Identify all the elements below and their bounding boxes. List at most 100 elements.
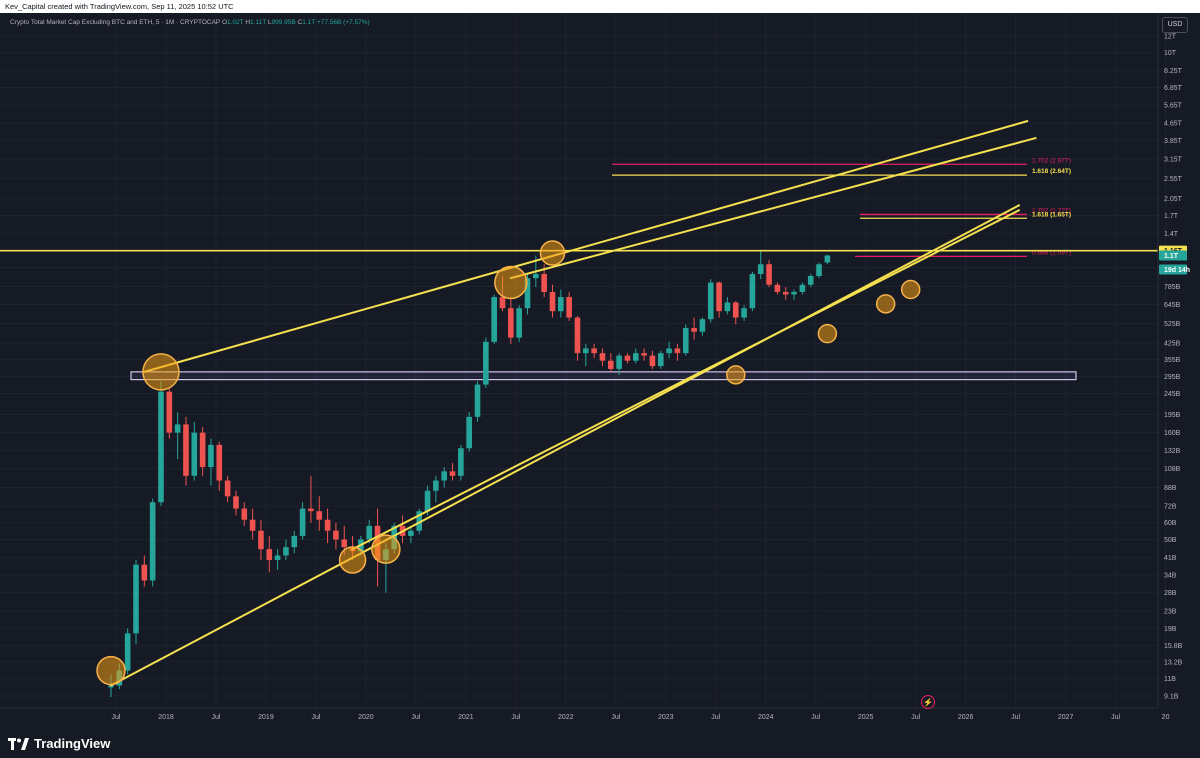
candle-body bbox=[299, 508, 306, 536]
price-tick-label: 1.7T bbox=[1164, 213, 1179, 220]
candle-body bbox=[624, 355, 631, 361]
candle-body bbox=[583, 348, 589, 354]
low-value: 999.95B bbox=[271, 19, 296, 26]
candle-body bbox=[608, 360, 614, 369]
candle-body bbox=[499, 297, 506, 309]
candle-body bbox=[774, 284, 781, 292]
touch-circle bbox=[494, 265, 528, 300]
candle-body bbox=[799, 284, 806, 292]
candle-body bbox=[208, 444, 214, 468]
price-tick-label: 60B bbox=[1164, 520, 1177, 527]
candle-body bbox=[424, 490, 431, 512]
time-tick-label: Jul bbox=[611, 714, 620, 721]
candle-body bbox=[649, 355, 656, 367]
price-tick-label: 160B bbox=[1164, 430, 1181, 437]
candle-body bbox=[782, 291, 789, 295]
candle-body bbox=[333, 530, 339, 540]
price-tick-label: 50B bbox=[1164, 537, 1177, 544]
candle-body bbox=[558, 297, 564, 312]
candle-body bbox=[716, 282, 722, 312]
price-tick-label: 19B bbox=[1164, 626, 1177, 633]
fib-label: 0.886 (1.09T) bbox=[1032, 249, 1071, 256]
candle-body bbox=[749, 273, 756, 309]
trendline bbox=[351, 209, 1020, 551]
price-tick-label: 15.8B bbox=[1164, 643, 1183, 650]
candle-body bbox=[266, 549, 273, 560]
candle-body bbox=[441, 471, 447, 481]
price-tick-label: 2.05T bbox=[1164, 196, 1183, 203]
candle-body bbox=[449, 471, 456, 476]
candle-body bbox=[249, 519, 256, 531]
price-tick-label: 425B bbox=[1164, 340, 1181, 347]
price-label-text: 1.1T bbox=[1164, 253, 1179, 260]
candle-body bbox=[149, 502, 156, 581]
price-tick-label: 10T bbox=[1164, 50, 1177, 57]
change-value: +77.56B (+7.57%) bbox=[316, 19, 370, 26]
price-tick-label: 1.4T bbox=[1164, 231, 1179, 238]
candle-body bbox=[699, 319, 706, 332]
fib-label: 1.618 (2.64T) bbox=[1032, 168, 1071, 175]
symbol-title[interactable]: Crypto Total Market Cap Excluding BTC an… bbox=[10, 19, 221, 26]
fib-levels: 1.702 (2.97T) 1.618 (2.64T) 1.702 (1.72T)1… bbox=[0, 157, 1158, 258]
trendline bbox=[110, 204, 1020, 687]
support-zone bbox=[130, 371, 1077, 381]
candle-body bbox=[741, 308, 747, 318]
time-tick-label: 2026 bbox=[958, 714, 974, 721]
candle-body bbox=[599, 353, 606, 361]
price-tick-label: 525B bbox=[1164, 321, 1181, 328]
touch-circle bbox=[96, 655, 126, 686]
fib-label: 1.702 (1.72T) bbox=[1032, 207, 1071, 214]
candle-body bbox=[466, 416, 472, 449]
candle-body bbox=[666, 348, 672, 354]
tradingview-logo[interactable]: TradingView bbox=[8, 736, 110, 751]
time-tick-label: Jul bbox=[1111, 714, 1120, 721]
candle-body bbox=[458, 448, 464, 476]
candle-body bbox=[258, 530, 264, 550]
candle-body bbox=[682, 327, 689, 354]
price-tick-label: 6.85T bbox=[1164, 85, 1183, 92]
time-tick-label: Jul bbox=[911, 714, 920, 721]
price-axis[interactable]: 12T 10T 8.25T 6.85T 5.65T 4.65T 3.85T 3.15T 2.55… bbox=[1157, 14, 1190, 708]
price-tick-label: 23B bbox=[1164, 608, 1177, 615]
candle-body bbox=[566, 297, 572, 318]
candle-body bbox=[141, 564, 148, 581]
candle-body bbox=[433, 480, 439, 491]
touch-circle bbox=[371, 534, 401, 564]
touch-circle bbox=[817, 323, 838, 344]
candle-body bbox=[549, 291, 556, 312]
header-bar: Kev_Capital created with TradingView.com… bbox=[0, 0, 1200, 13]
candle-body bbox=[724, 302, 731, 312]
candle-body bbox=[824, 255, 831, 263]
candle-body bbox=[308, 508, 314, 512]
candle-body bbox=[524, 278, 531, 309]
candle-body bbox=[191, 432, 198, 476]
price-tick-label: 41B bbox=[1164, 555, 1177, 562]
time-tick-label: 2027 bbox=[1058, 714, 1074, 721]
low-label: L bbox=[267, 19, 272, 26]
price-tick-label: 132B bbox=[1164, 448, 1181, 455]
trendlines bbox=[110, 120, 1037, 687]
high-label: H bbox=[245, 19, 251, 26]
candle-body bbox=[491, 297, 497, 342]
price-tick-label: 295B bbox=[1164, 374, 1181, 381]
currency-button[interactable]: USD bbox=[1162, 17, 1188, 33]
price-tick-label: 5.65T bbox=[1164, 103, 1183, 110]
candle-body bbox=[516, 308, 522, 338]
candle-body bbox=[366, 525, 373, 540]
price-tick-label: 785B bbox=[1164, 284, 1181, 291]
open-value: 1.02T bbox=[227, 19, 244, 26]
open-label: O bbox=[221, 19, 227, 26]
time-tick-label: 2025 bbox=[858, 714, 874, 721]
time-tick-label: Jul bbox=[211, 714, 220, 721]
price-tick-label: 88B bbox=[1164, 485, 1177, 492]
candle-body bbox=[158, 391, 164, 503]
candle-body bbox=[732, 302, 739, 318]
lightning-icon[interactable]: ⚡ bbox=[921, 695, 935, 709]
time-axis[interactable]: Jul 2018 Jul 2019 Jul 2020 Jul 2021 Jul 2022 Jul 20… bbox=[0, 707, 1170, 721]
close-value: 1.1T bbox=[302, 19, 316, 26]
time-tick-label: Jul bbox=[311, 714, 320, 721]
candle-body bbox=[474, 384, 481, 417]
price-tick-label: 28B bbox=[1164, 590, 1177, 597]
